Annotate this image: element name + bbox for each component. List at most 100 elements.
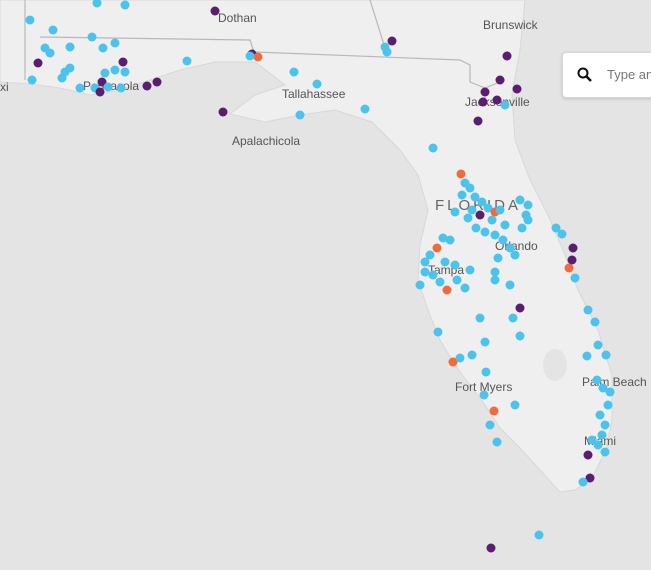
map-marker[interactable] (492, 95, 502, 105)
map-marker[interactable] (467, 205, 477, 215)
map-marker[interactable] (505, 243, 515, 253)
map-marker[interactable] (450, 207, 460, 217)
map-marker[interactable] (420, 257, 430, 267)
map-marker[interactable] (592, 375, 602, 385)
map-marker[interactable] (142, 81, 152, 91)
map-marker[interactable] (487, 215, 497, 225)
map-marker[interactable] (116, 83, 126, 93)
map-marker[interactable] (477, 197, 487, 207)
map-marker[interactable] (460, 283, 470, 293)
map-marker[interactable] (551, 223, 561, 233)
map-marker[interactable] (27, 75, 37, 85)
map-marker[interactable] (605, 387, 615, 397)
map-marker[interactable] (600, 420, 610, 430)
map-marker[interactable] (570, 273, 580, 283)
map-marker[interactable] (486, 543, 496, 553)
map-marker[interactable] (57, 73, 67, 83)
map-marker[interactable] (480, 227, 490, 237)
map-marker[interactable] (485, 420, 495, 430)
map-marker[interactable] (420, 267, 430, 277)
map-marker[interactable] (508, 313, 518, 323)
map-marker[interactable] (598, 383, 608, 393)
map-marker[interactable] (490, 230, 500, 240)
map-marker[interactable] (295, 110, 305, 120)
map-marker[interactable] (493, 253, 503, 263)
map-marker[interactable] (567, 255, 577, 265)
map-marker[interactable] (45, 48, 55, 58)
map-marker[interactable] (587, 435, 597, 445)
map-marker[interactable] (33, 58, 43, 68)
map-marker[interactable] (120, 0, 130, 10)
map-marker[interactable] (601, 350, 611, 360)
map-marker[interactable] (110, 38, 120, 48)
map-marker[interactable] (498, 235, 508, 245)
map-marker[interactable] (489, 406, 499, 416)
map-marker[interactable] (415, 280, 425, 290)
map-marker[interactable] (512, 84, 522, 94)
map-marker[interactable] (583, 450, 593, 460)
map-marker[interactable] (382, 47, 392, 57)
map-marker[interactable] (450, 260, 460, 270)
map-marker[interactable] (515, 331, 525, 341)
map-marker[interactable] (578, 477, 588, 487)
map-marker[interactable] (467, 350, 477, 360)
map-marker[interactable] (510, 250, 520, 260)
map-marker[interactable] (289, 67, 299, 77)
map-marker[interactable] (479, 390, 489, 400)
map-marker[interactable] (65, 63, 75, 73)
map-marker[interactable] (597, 430, 607, 440)
map-marker[interactable] (534, 530, 544, 540)
map-marker[interactable] (98, 43, 108, 53)
map-marker[interactable] (495, 205, 505, 215)
map-marker[interactable] (445, 235, 455, 245)
map-marker[interactable] (65, 42, 75, 52)
map-marker[interactable] (515, 303, 525, 313)
map-marker[interactable] (457, 190, 467, 200)
map-marker[interactable] (97, 77, 107, 87)
map-marker[interactable] (465, 265, 475, 275)
map-marker[interactable] (210, 6, 220, 16)
map-marker[interactable] (593, 340, 603, 350)
map-marker[interactable] (432, 243, 442, 253)
map-marker[interactable] (120, 67, 130, 77)
map-marker[interactable] (25, 15, 35, 25)
map-marker[interactable] (440, 257, 450, 267)
search-box[interactable]: Type an (562, 52, 651, 98)
map-marker[interactable] (428, 143, 438, 153)
map-marker[interactable] (470, 192, 480, 202)
map-marker[interactable] (103, 82, 113, 92)
map-marker[interactable] (92, 0, 102, 8)
map-marker[interactable] (480, 87, 490, 97)
map-marker[interactable] (505, 280, 515, 290)
map-marker[interactable] (600, 447, 610, 457)
map-marker[interactable] (557, 229, 567, 239)
map-marker[interactable] (523, 215, 533, 225)
map-marker[interactable] (515, 195, 525, 205)
map-marker[interactable] (500, 100, 510, 110)
map-marker[interactable] (478, 97, 488, 107)
map-marker[interactable] (590, 317, 600, 327)
map-marker[interactable] (483, 203, 493, 213)
map-marker[interactable] (442, 285, 452, 295)
map-marker[interactable] (465, 183, 475, 193)
map-marker[interactable] (456, 169, 466, 179)
map-marker[interactable] (118, 57, 128, 67)
map-marker[interactable] (510, 400, 520, 410)
map-marker[interactable] (481, 367, 491, 377)
map-marker[interactable] (500, 220, 510, 230)
map-marker[interactable] (452, 275, 462, 285)
map-marker[interactable] (471, 223, 481, 233)
map-marker[interactable] (110, 65, 120, 75)
map-marker[interactable] (475, 210, 485, 220)
map-marker[interactable] (523, 200, 533, 210)
map-marker[interactable] (502, 51, 512, 61)
map-marker[interactable] (593, 440, 603, 450)
map-marker[interactable] (433, 327, 443, 337)
map-marker[interactable] (595, 410, 605, 420)
map-marker[interactable] (100, 68, 110, 78)
map-marker[interactable] (95, 87, 105, 97)
map-marker[interactable] (495, 75, 505, 85)
map-marker[interactable] (48, 25, 58, 35)
map-marker[interactable] (425, 250, 435, 260)
